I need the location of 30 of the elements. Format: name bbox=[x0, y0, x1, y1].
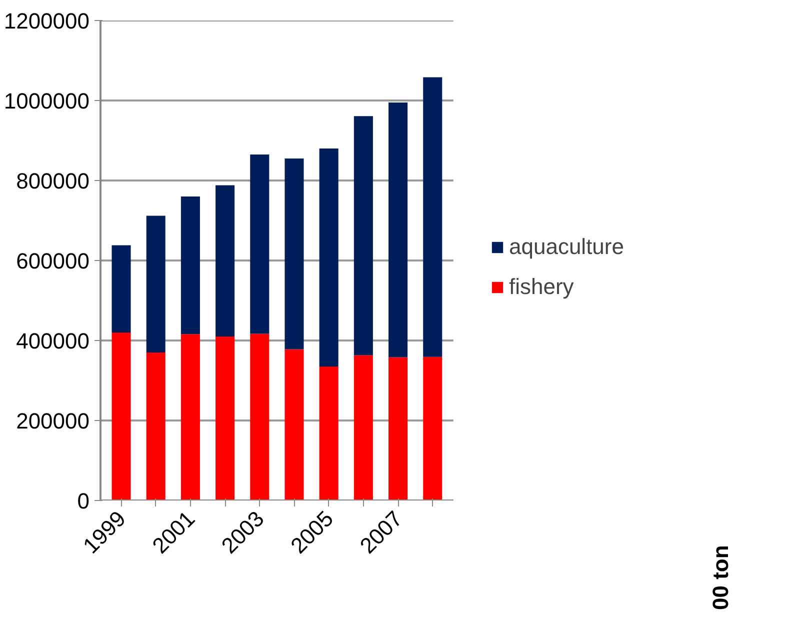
y-tick-label: 200000 bbox=[16, 408, 90, 434]
bar bbox=[284, 349, 304, 500]
bar bbox=[284, 158, 304, 350]
bar bbox=[216, 185, 235, 336]
y-tick-label: 800000 bbox=[16, 168, 90, 194]
y-tick-label: 1000000 bbox=[4, 88, 90, 114]
bar bbox=[146, 352, 166, 500]
text: 00 ton bbox=[707, 545, 734, 610]
y-tick-label: 600000 bbox=[16, 248, 90, 274]
bar bbox=[146, 216, 166, 352]
bar bbox=[354, 355, 373, 500]
bar bbox=[319, 148, 338, 366]
bar bbox=[319, 366, 338, 500]
y-tick-label: 400000 bbox=[16, 328, 90, 354]
bar bbox=[180, 334, 200, 500]
bar bbox=[423, 356, 442, 500]
bar bbox=[112, 245, 131, 332]
legend-label: aquaculture bbox=[509, 234, 624, 260]
y-tick-label: 1200000 bbox=[4, 8, 90, 34]
legend-label: fishery bbox=[509, 274, 574, 300]
bar bbox=[250, 154, 270, 334]
bar bbox=[388, 357, 408, 500]
bar bbox=[354, 116, 373, 356]
y-tick-label: 0 bbox=[77, 488, 90, 514]
bar bbox=[180, 196, 200, 334]
bar bbox=[216, 336, 235, 500]
bar bbox=[423, 77, 442, 357]
bar bbox=[250, 334, 270, 500]
bar bbox=[112, 332, 131, 500]
bar bbox=[388, 102, 408, 358]
